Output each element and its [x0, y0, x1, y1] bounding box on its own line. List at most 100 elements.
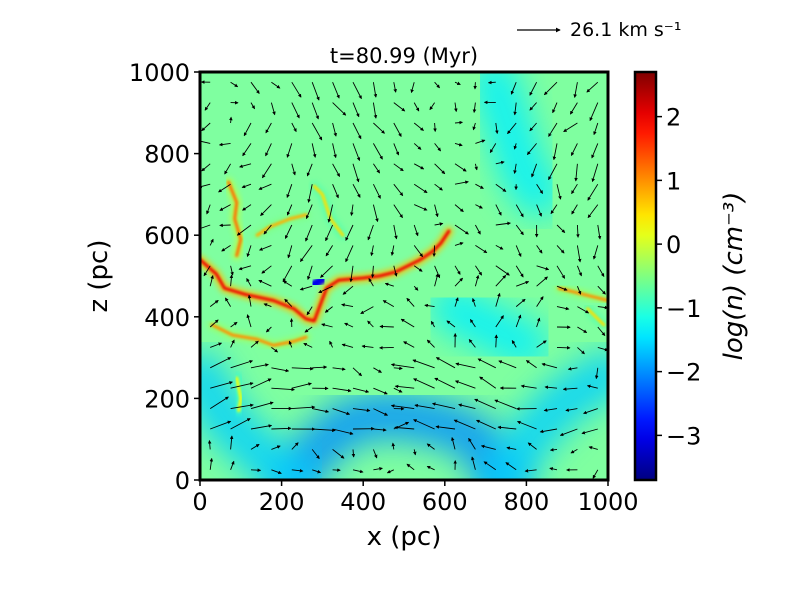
colorbar-tick-label: −2 — [666, 359, 701, 387]
velocity-arrow — [475, 139, 486, 144]
velocity-arrow — [261, 265, 272, 274]
velocity-arrow — [250, 363, 269, 369]
velocity-arrow — [529, 102, 537, 111]
velocity-arrow — [250, 340, 259, 348]
velocity-arrow — [454, 120, 463, 125]
velocity-arrow — [243, 122, 252, 137]
velocity-arrow — [305, 204, 313, 220]
velocity-arrow — [477, 358, 497, 369]
filament-2 — [227, 180, 243, 258]
velocity-arrow — [390, 245, 395, 256]
velocity-arrow — [556, 306, 570, 311]
y-axis-label: z (pc) — [84, 240, 114, 313]
velocity-arrow — [391, 442, 396, 450]
velocity-arrow — [209, 300, 219, 307]
velocity-arrow — [494, 399, 517, 410]
velocity-arrow — [238, 265, 252, 271]
x-tick-label: 200 — [259, 488, 305, 516]
velocity-arrow — [286, 143, 293, 158]
velocity-arrow — [406, 463, 415, 471]
velocity-arrow — [393, 265, 398, 277]
velocity-arrow — [210, 381, 233, 389]
y-tick-label: 600 — [144, 222, 190, 250]
velocity-arrow — [577, 347, 585, 355]
velocity-arrow — [209, 274, 214, 287]
velocity-arrow — [474, 274, 480, 287]
velocity-arrow — [209, 238, 214, 246]
filament-6 — [312, 184, 345, 237]
velocity-arrow — [342, 285, 354, 295]
chart-title: t=80.99 (Myr) — [330, 44, 478, 68]
velocity-arrow — [515, 204, 524, 218]
velocity-arrow — [468, 338, 476, 348]
velocity-arrow — [567, 367, 578, 371]
velocity-arrow — [591, 163, 599, 183]
low-density-regions — [200, 72, 608, 480]
velocity-arrow — [424, 303, 435, 308]
velocity-arrow — [476, 419, 496, 430]
velocity-arrow — [569, 102, 578, 115]
velocity-arrow — [265, 326, 272, 333]
velocity-arrow — [352, 122, 362, 140]
velocity-arrow — [536, 296, 544, 307]
velocity-arrows — [200, 80, 608, 479]
velocity-arrow — [306, 306, 313, 316]
y-axis-ticks: 0 200 400 600 800 1000 — [129, 59, 200, 495]
velocity-arrow — [241, 183, 252, 189]
velocity-arrow — [495, 183, 507, 192]
velocity-arrow — [498, 360, 517, 369]
velocity-arrow — [291, 81, 302, 98]
velocity-arrow — [520, 384, 537, 389]
velocity-arrow — [270, 102, 276, 116]
velocity-arrow — [265, 143, 272, 157]
velocity-arrow — [552, 143, 558, 161]
velocity-arrow — [390, 363, 415, 369]
velocity-arrow — [412, 359, 435, 369]
velocity-arrow — [586, 384, 598, 389]
velocity-arrow — [414, 204, 428, 211]
velocity-arrow — [410, 82, 415, 94]
velocity-arrow — [454, 81, 461, 85]
velocity-arrow — [589, 102, 599, 122]
velocity-arrow — [373, 408, 389, 416]
velocity-arrow — [250, 443, 260, 450]
velocity-arrow — [250, 378, 272, 389]
velocity-arrow — [329, 340, 334, 348]
velocity-arrow — [412, 449, 417, 456]
velocity-arrow — [311, 82, 320, 101]
velocity-arrow — [495, 160, 505, 165]
velocity-arrow — [506, 446, 517, 450]
velocity-arrow — [230, 321, 238, 328]
colorbar-tick-label: 0 — [666, 231, 681, 259]
velocity-arrow — [527, 442, 537, 450]
velocity-arrow — [593, 122, 599, 136]
velocity-arrow — [513, 143, 518, 150]
velocity-arrow — [250, 424, 273, 430]
velocity-arrow — [291, 366, 314, 371]
velocity-arrow — [406, 297, 415, 307]
velocity-arrow — [451, 436, 456, 450]
velocity-arrow — [536, 204, 542, 217]
velocity-arrow — [571, 204, 578, 215]
velocity-arrow — [597, 346, 608, 352]
velocity-arrow — [350, 204, 354, 217]
filament-7 — [235, 376, 243, 413]
velocity-arrow — [311, 143, 317, 158]
void-region-9 — [200, 350, 317, 480]
velocity-arrow — [263, 303, 272, 308]
void-region-8 — [270, 391, 525, 480]
velocity-arrow — [454, 380, 476, 389]
velocity-arrow — [291, 122, 297, 133]
velocity-arrow — [556, 184, 562, 200]
velocity-arrow — [271, 367, 290, 373]
velocity-arrow — [291, 442, 299, 450]
velocity-arrow — [576, 245, 582, 263]
velocity-arrow — [370, 245, 374, 257]
velocity-arrow — [321, 323, 333, 328]
velocity-arrow — [529, 81, 537, 96]
velocity-arrow — [495, 275, 507, 287]
velocity-arrow — [247, 294, 252, 307]
velocity-arrow — [332, 102, 347, 116]
velocity-arrow — [588, 446, 598, 450]
